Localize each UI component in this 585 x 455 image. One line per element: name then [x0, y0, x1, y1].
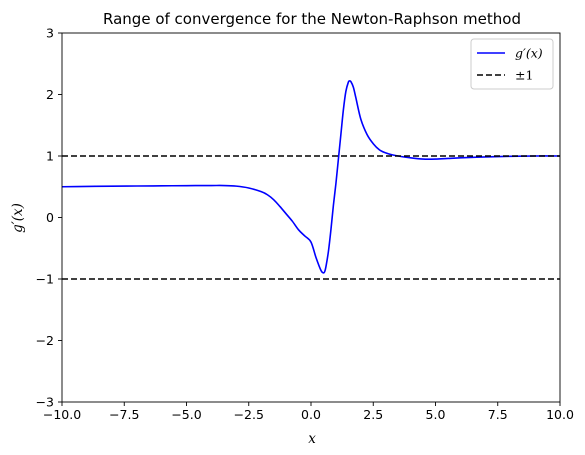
chart-title: Range of convergence for the Newton-Raph…	[103, 10, 521, 28]
x-tick-label: 5.0	[426, 407, 446, 422]
x-tick-label: −10.0	[43, 407, 81, 422]
y-tick-label: 2	[46, 87, 54, 102]
x-tick-label: 7.5	[488, 407, 508, 422]
y-tick-label: 0	[46, 210, 54, 225]
y-tick-label: −1	[36, 272, 54, 287]
x-tick-label: 2.5	[363, 407, 383, 422]
legend-label: g′(x)	[515, 46, 543, 61]
y-tick-label: −2	[36, 333, 54, 348]
legend: g′(x) ±1	[470, 38, 554, 90]
x-tick-label: −2.5	[234, 407, 264, 422]
plot-area: −10.0 −7.5 −5.0 −2.5 0.0 2.5 5.0 7.5 10.0 −3 −2 −1 0…	[36, 26, 574, 423]
x-tick-label: −5.0	[171, 407, 201, 422]
series-line-gprime	[62, 80, 560, 274]
y-tick-label: −3	[36, 395, 54, 410]
x-tick-label: 10.0	[546, 407, 574, 422]
x-tick-label: −7.5	[109, 407, 139, 422]
legend-label: ±1	[515, 68, 533, 83]
y-tick-label: 3	[46, 26, 54, 41]
y-tick-label: 1	[46, 149, 54, 164]
x-axis-label: x	[308, 431, 316, 447]
x-tick-label: 0.0	[301, 407, 321, 422]
legend-box	[470, 38, 554, 90]
y-axis-label: g′(x)	[10, 203, 26, 233]
